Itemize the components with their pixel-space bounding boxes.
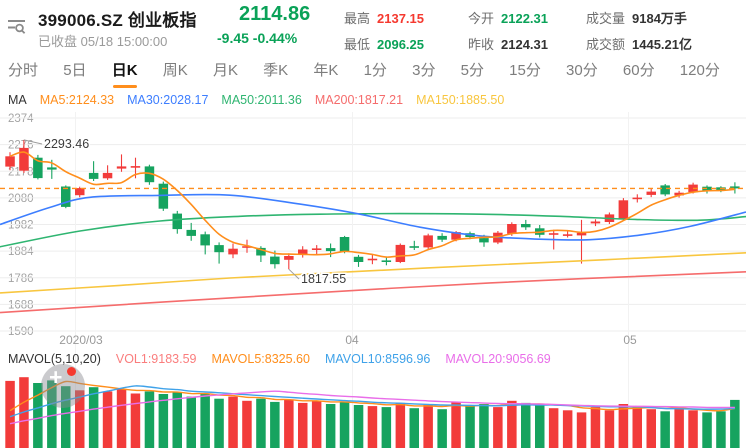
tab-30分[interactable]: 30分 (566, 61, 598, 79)
mavol-legend: MAVOL(5,10,20) VOL1:9183.59 MAVOL5:8325.60… (8, 352, 551, 366)
market-status: 已收盘 05/18 15:00:00 (38, 34, 168, 49)
plus-icon: + (49, 364, 63, 390)
last-price: 2114.86 (239, 3, 311, 25)
tab-3分[interactable]: 3分 (412, 61, 436, 79)
tab-5分[interactable]: 5分 (460, 61, 484, 79)
tab-分时[interactable]: 分时 (8, 61, 39, 79)
mavol-legend-item: MAVOL20:9056.69 (445, 352, 551, 366)
stat-最低: 最低 2096.25 (344, 37, 425, 52)
svg-text:1590: 1590 (8, 326, 34, 338)
svg-text:2080: 2080 (8, 193, 34, 205)
svg-text:1817.55: 1817.55 (301, 272, 346, 286)
ma-legend-item: MA5:2124.33 (39, 93, 115, 107)
stat-今开: 今开 2122.31 (468, 11, 549, 26)
tab-60分[interactable]: 60分 (622, 61, 655, 79)
period-tabs: 分时 5日 日K 周K 月K 季K 年K 1分 3分 5分 15分 30分 60分 120分 (8, 57, 720, 85)
stat-成交量: 成交量 9184万手 (586, 11, 687, 26)
price-change: -9.45 -0.44% (217, 30, 298, 46)
ma-legend-item: MA150:1885.50 (416, 93, 505, 107)
ma-legend-item: MA (8, 93, 27, 107)
ma-legend-item: MA200:1817.21 (314, 93, 404, 107)
svg-text:1884: 1884 (8, 246, 34, 258)
svg-text:2374: 2374 (8, 113, 34, 125)
tab-120分[interactable]: 120分 (679, 61, 720, 79)
mavol-legend-item: MAVOL5:8325.60 (211, 352, 310, 366)
tab-季K[interactable]: 季K (263, 61, 289, 79)
stock-name: 399006.SZ 创业板指 (38, 11, 197, 30)
svg-text:1688: 1688 (8, 299, 34, 311)
notification-dot (67, 367, 76, 376)
svg-text:2020/03: 2020/03 (59, 333, 103, 347)
tab-周K[interactable]: 周K (162, 61, 188, 79)
svg-text:05: 05 (623, 333, 637, 347)
ma-legend-item: MA30:2028.17 (127, 93, 209, 107)
ma-legend-item: MA50:2011.36 (221, 93, 302, 107)
svg-text:2293.46: 2293.46 (44, 137, 89, 151)
svg-text:1982: 1982 (8, 220, 34, 232)
mavol-legend-item: MAVOL10:8596.96 (324, 352, 431, 366)
tab-日K[interactable]: 日K (112, 57, 138, 86)
ma-legend: MA MA5:2124.33 MA30:2028.17 MA50:2011.36 MA2… (8, 93, 504, 107)
stat-成交额: 成交额 1445.21亿 (586, 37, 693, 52)
tab-15分[interactable]: 15分 (509, 61, 541, 79)
tab-1分[interactable]: 1分 (363, 61, 387, 79)
quote-stats: 最高 2137.15 今开 2122.31 成交量 9184万手最低 2096.25 昨收 21… (344, 8, 692, 53)
chart-tool-fab[interactable]: + (41, 364, 85, 408)
svg-text:1786: 1786 (8, 273, 34, 285)
tab-5日[interactable]: 5日 (63, 61, 87, 79)
mavol-legend-item: MAVOL(5,10,20) (8, 352, 101, 366)
stat-最高: 最高 2137.15 (344, 11, 425, 26)
stat-昨收: 昨收 2124.31 (468, 37, 549, 52)
tab-月K[interactable]: 月K (212, 61, 238, 79)
svg-text:04: 04 (345, 333, 359, 347)
stock-search-icon[interactable] (5, 14, 29, 38)
tab-年K[interactable]: 年K (313, 61, 339, 79)
mavol-legend-item: VOL1:9183.59 (115, 352, 197, 366)
